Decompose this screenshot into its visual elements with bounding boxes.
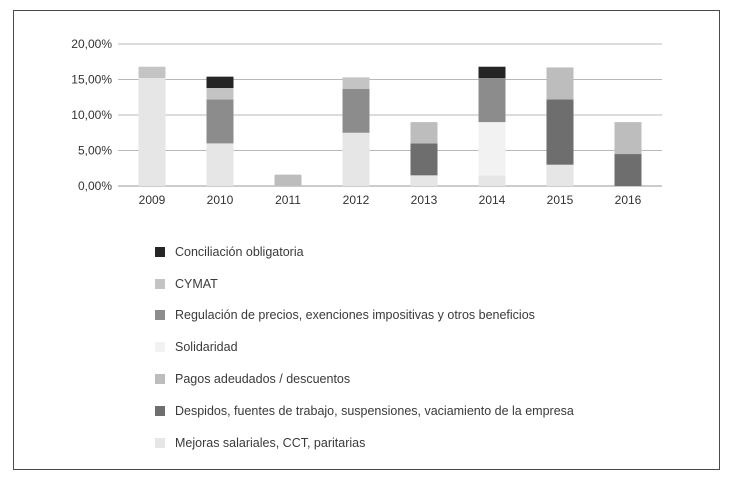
legend-item: Conciliación obligatoria	[155, 236, 695, 268]
legend-item: Solidaridad	[155, 331, 695, 363]
x-tick-label: 2009	[139, 193, 166, 207]
legend-label: Mejoras salariales, CCT, paritarias	[175, 435, 366, 450]
y-tick-label: 5,00%	[78, 144, 112, 158]
bar-segment	[274, 174, 302, 186]
bars	[138, 66, 642, 186]
bar-segment	[410, 122, 438, 144]
legend-label: Conciliación obligatoria	[175, 244, 304, 259]
bar-segment	[206, 88, 234, 100]
x-tick-label: 2014	[479, 193, 506, 207]
legend-item: Regulación de precios, exenciones imposi…	[155, 300, 695, 332]
bar-segment	[410, 175, 438, 186]
legend-item: Pagos adeudados / descuentos	[155, 363, 695, 395]
x-tick-label: 2010	[207, 193, 234, 207]
bar-segment	[546, 67, 574, 100]
y-tick-label: 0,00%	[78, 179, 112, 193]
bar-segment	[138, 66, 166, 79]
legend-label: Despidos, fuentes de trabajo, suspension…	[175, 403, 574, 418]
legend-label: Pagos adeudados / descuentos	[175, 372, 351, 387]
bar-segment	[342, 77, 370, 89]
y-axis-tick-labels: 0,00% 5,00% 10,00% 15,00% 20,00%	[71, 37, 112, 193]
y-tick-label: 15,00%	[71, 73, 112, 87]
x-tick-label: 2012	[343, 193, 370, 207]
x-tick-label: 2016	[615, 193, 642, 207]
legend-swatch	[155, 278, 165, 289]
x-axis-tick-labels: 2009 2010 2011 2012 2013 2014 2015 2016	[139, 193, 642, 207]
bar-segment	[478, 122, 506, 176]
bar-segment	[342, 132, 370, 186]
bar-segment	[342, 88, 370, 133]
legend-swatch	[155, 310, 165, 321]
bar-segment	[614, 154, 642, 186]
x-tick-label: 2013	[411, 193, 438, 207]
bar-segment	[478, 175, 506, 186]
bar-segment	[546, 99, 574, 165]
x-tick-label: 2011	[275, 193, 301, 207]
legend-item: CYMAT	[155, 268, 695, 300]
x-tick-label: 2015	[547, 193, 574, 207]
bar-segment	[546, 164, 574, 186]
chart-frame	[13, 10, 720, 470]
gridlines	[118, 43, 662, 187]
legend-swatch	[155, 246, 165, 257]
legend-swatch	[155, 342, 165, 353]
bar-segment	[206, 99, 234, 144]
bar-segment	[410, 143, 438, 176]
legend-label: Regulación de precios, exenciones imposi…	[175, 308, 535, 323]
bar-segment	[206, 76, 234, 89]
bar-segment	[614, 122, 642, 155]
legend-swatch	[155, 405, 165, 416]
bar-segment	[478, 78, 506, 123]
legend-label: Solidaridad	[175, 340, 238, 355]
legend-swatch	[155, 437, 165, 448]
legend: Conciliación obligatoria CYMAT Regulación …	[155, 236, 695, 459]
legend-label: CYMAT	[175, 276, 218, 291]
legend-item: Despidos, fuentes de trabajo, suspension…	[155, 395, 695, 427]
bar-segment	[138, 78, 166, 186]
bar-segment	[206, 143, 234, 186]
y-tick-label: 10,00%	[71, 108, 112, 122]
bar-segment	[478, 66, 506, 79]
y-tick-label: 20,00%	[71, 37, 112, 51]
legend-swatch	[155, 374, 165, 385]
legend-item: Mejoras salariales, CCT, paritarias	[155, 427, 695, 459]
